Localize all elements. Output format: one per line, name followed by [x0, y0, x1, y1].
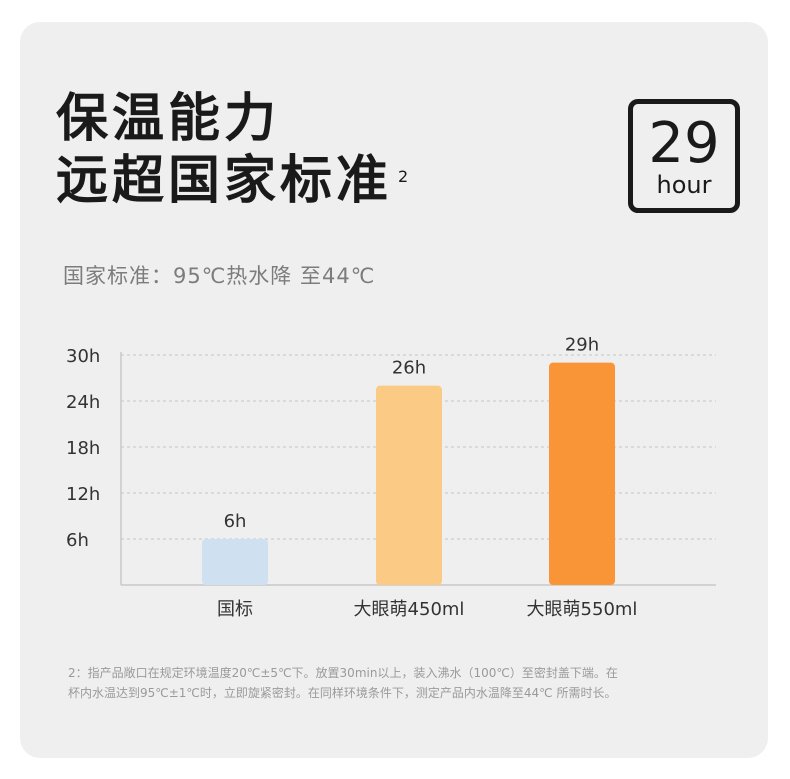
headline-line-1: 保温能力	[56, 89, 281, 149]
y-tick-label: 24h	[66, 392, 100, 413]
bar	[376, 385, 442, 585]
y-tick-label: 12h	[66, 484, 100, 505]
headline: 保温能力 远超国家标准 2	[56, 88, 408, 212]
category-label: 大眼萌450ml	[354, 599, 465, 620]
label-layer: 6h 12h 18h 24h 30h 6h 国标 26h 大眼萌450ml 29h 大眼萌550ml	[66, 335, 637, 620]
standard-text: 国家标准：95℃热水降 至44℃	[63, 264, 376, 288]
headline-line-2: 远超国家标准 2	[56, 150, 408, 212]
footnote-marker: 2	[398, 167, 409, 186]
y-tick-label: 6h	[66, 530, 89, 551]
y-tick-label: 30h	[66, 346, 100, 367]
bar-value-label: 29h	[565, 335, 599, 356]
footnote: 2：指产品敞口在规定环境温度20℃±5℃下。放置30min以上，装入沸水（100…	[68, 663, 728, 703]
bar-value-label: 26h	[392, 358, 426, 379]
headline-line-2-text: 远超国家标准	[56, 151, 393, 211]
category-label: 大眼萌550ml	[527, 599, 638, 620]
y-tick-label: 18h	[66, 438, 100, 459]
footnote-line-2: 杯内水温达到95℃±1℃时，立即旋紧密封。在同样环境条件下，测定产品内水温降至4…	[68, 686, 617, 700]
bar	[549, 362, 615, 585]
footnote-line-1: 2：指产品敞口在规定环境温度20℃±5℃下。放置30min以上，装入沸水（100…	[68, 666, 618, 680]
hours-badge-value: 29	[648, 111, 720, 176]
category-label: 国标	[217, 599, 253, 620]
bar	[202, 539, 268, 585]
hours-badge: 29 hour	[628, 99, 740, 213]
bar-value-label: 6h	[224, 511, 247, 532]
hours-badge-unit: hour	[656, 171, 712, 199]
bar-layer	[202, 362, 615, 585]
